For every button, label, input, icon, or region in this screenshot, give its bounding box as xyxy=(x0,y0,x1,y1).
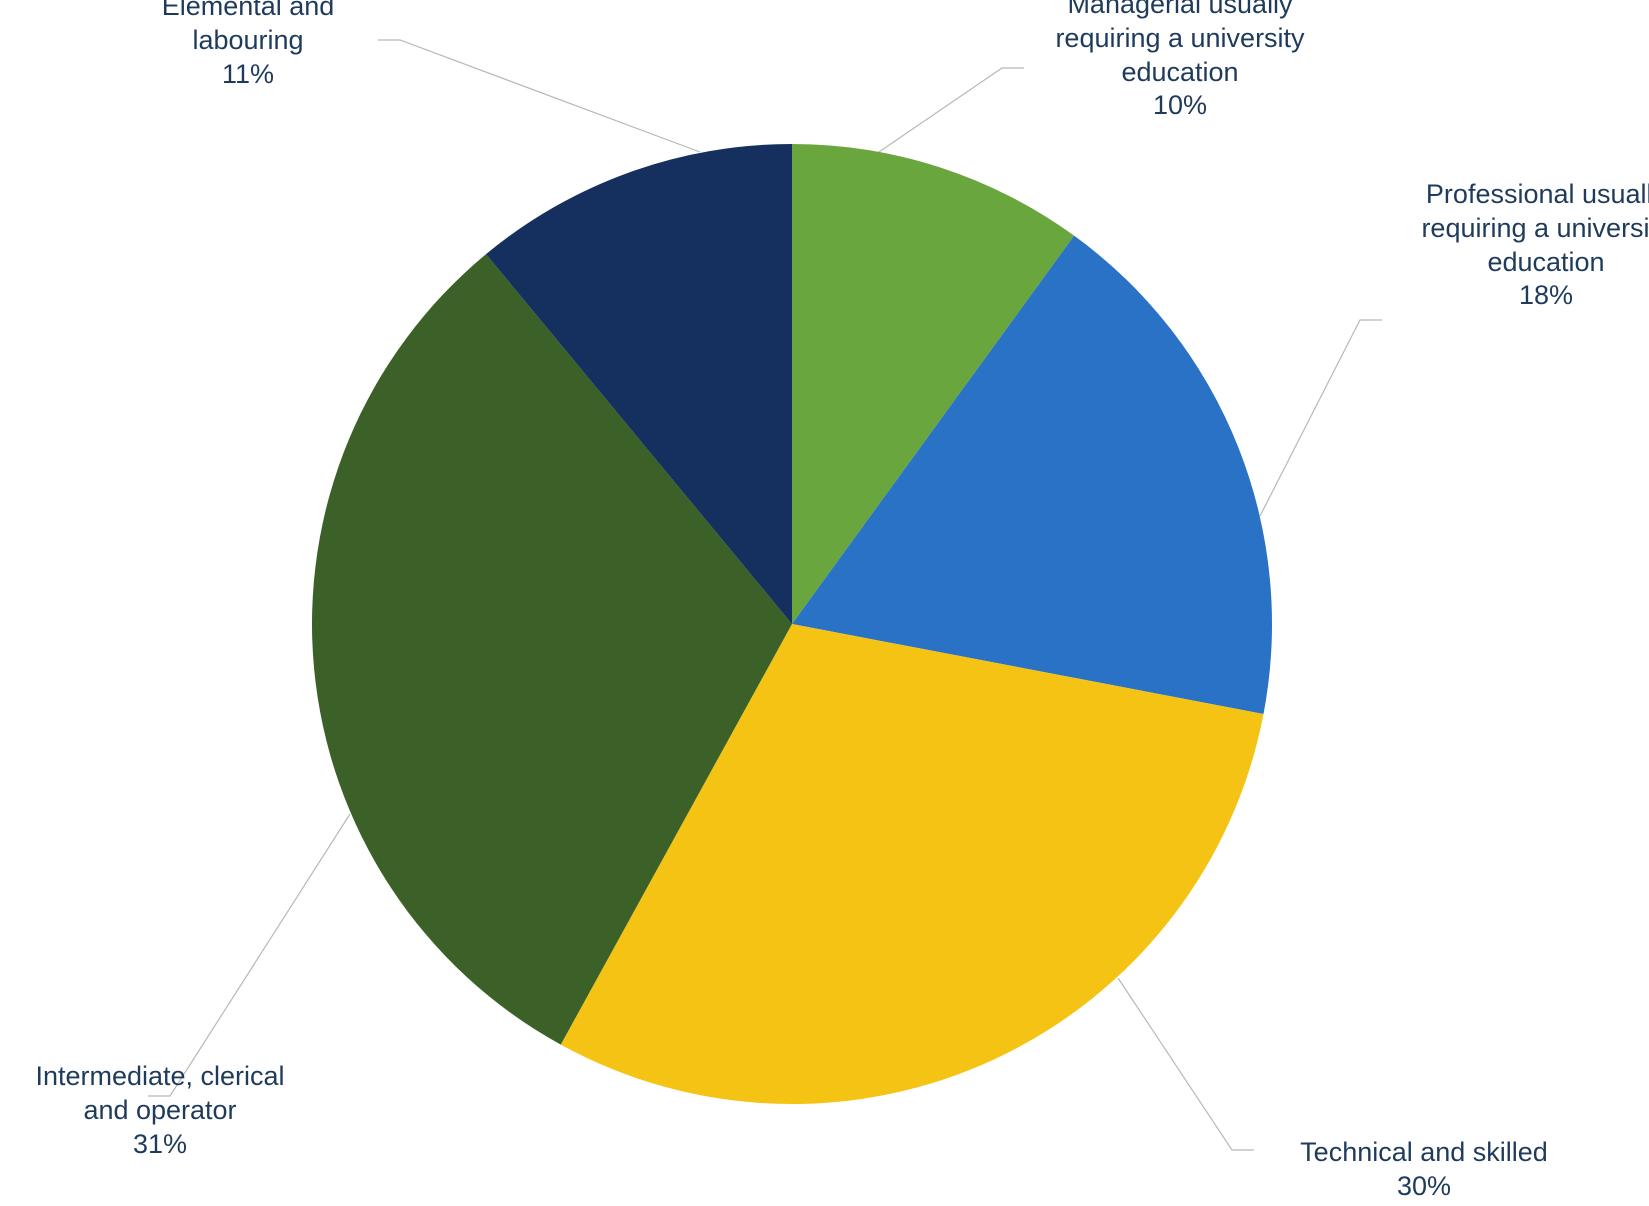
leader-line-2 xyxy=(1118,978,1254,1150)
leader-line-4 xyxy=(378,40,700,152)
leader-line-0 xyxy=(876,68,1024,154)
slice-label-2: Technical and skilled 30% xyxy=(1254,1136,1594,1204)
leader-line-1 xyxy=(1260,320,1382,516)
chart-stage: Managerial usually requiring a universit… xyxy=(0,0,1649,1206)
slice-label-3: Intermediate, clerical and operator 31% xyxy=(0,1060,350,1161)
slice-label-4: Elemental and labouring 11% xyxy=(108,0,388,91)
slice-label-0: Managerial usually requiring a universit… xyxy=(1010,0,1350,123)
leader-line-3 xyxy=(148,814,350,1096)
slice-label-1: Professional usually requiring a univers… xyxy=(1376,178,1649,313)
